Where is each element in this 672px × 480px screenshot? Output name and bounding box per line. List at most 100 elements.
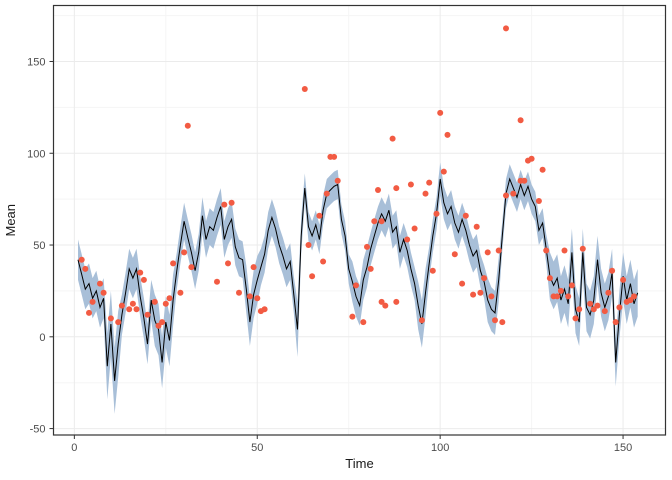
observation-point — [320, 258, 327, 265]
observation-point — [590, 306, 597, 313]
observation-point — [561, 247, 568, 254]
observation-point — [601, 308, 608, 315]
observation-point — [612, 319, 619, 326]
observation-point — [382, 302, 389, 309]
observation-point — [115, 319, 122, 326]
observation-point — [459, 280, 466, 287]
confidence-ribbon — [78, 162, 638, 414]
y-tick-label: -50 — [30, 424, 46, 436]
plot-panel-border — [52, 4, 667, 436]
observation-point — [334, 177, 341, 184]
observation-point — [250, 264, 257, 271]
observation-point — [309, 273, 316, 280]
x-axis-tick-marks — [73, 435, 624, 439]
observation-point — [576, 306, 583, 313]
observation-point — [331, 153, 338, 160]
observation-point — [433, 210, 440, 217]
observation-point — [378, 298, 385, 305]
observation-point — [393, 298, 400, 305]
observation-point — [543, 247, 550, 254]
observation-point — [546, 275, 553, 282]
observation-point — [393, 185, 400, 192]
observation-point — [261, 306, 268, 313]
observation-point — [246, 293, 253, 300]
observation-point — [517, 117, 524, 124]
observation-point — [477, 289, 484, 296]
observation-point — [133, 306, 140, 313]
observation-point — [418, 317, 425, 324]
observation-point — [444, 131, 451, 138]
observation-point — [470, 291, 477, 298]
x-tick-label: 150 — [614, 442, 632, 454]
observation-point — [404, 236, 411, 243]
observation-point — [627, 297, 634, 304]
observation-point — [78, 256, 85, 263]
observation-point — [510, 190, 517, 197]
observation-point — [579, 245, 586, 252]
observation-point — [151, 298, 158, 305]
observation-point — [97, 280, 103, 287]
observation-point — [214, 278, 220, 285]
x-tick-label: 0 — [71, 442, 77, 454]
observation-point — [521, 177, 528, 184]
observation-point — [437, 109, 444, 116]
observation-point — [568, 282, 575, 289]
mean-line — [77, 177, 639, 381]
x-tick-label: 50 — [251, 442, 263, 454]
observation-point — [100, 289, 107, 296]
observation-point — [305, 242, 312, 248]
y-tick-label: 150 — [27, 56, 45, 68]
observation-point — [254, 295, 261, 302]
observation-point — [177, 289, 184, 296]
observation-point — [605, 289, 612, 296]
observation-point — [620, 276, 627, 283]
observation-points — [78, 25, 637, 329]
observation-point — [236, 289, 242, 296]
observation-point — [492, 317, 498, 324]
observation-point — [118, 302, 125, 309]
observation-point — [426, 179, 433, 186]
y-tick-label: 100 — [27, 148, 45, 160]
observation-point — [554, 293, 561, 300]
observation-point — [129, 300, 136, 307]
observation-point — [535, 198, 542, 204]
observation-point — [188, 264, 195, 271]
y-tick-label: 0 — [39, 332, 45, 344]
x-axis-tick-labels: 0 50 100 150 — [71, 442, 632, 454]
observation-point — [572, 315, 579, 322]
observation-point — [594, 302, 601, 309]
observation-point — [159, 319, 166, 326]
observation-point — [503, 25, 509, 32]
observation-point — [539, 166, 546, 173]
observation-point — [407, 181, 414, 188]
observation-point — [137, 269, 144, 276]
observation-point — [371, 218, 378, 225]
y-axis-title: Mean — [3, 204, 18, 237]
observation-point — [375, 187, 381, 193]
observation-point — [587, 300, 594, 307]
observation-point — [481, 275, 488, 282]
observation-point — [503, 192, 509, 199]
observation-point — [429, 267, 436, 274]
observation-point — [228, 199, 235, 206]
plot-panel-background — [53, 5, 666, 435]
y-axis-tick-labels: -50 0 50 100 150 — [27, 56, 45, 435]
observation-point — [484, 249, 491, 256]
x-tick-label: 100 — [431, 442, 449, 454]
observation-point — [323, 190, 330, 197]
observation-point — [411, 225, 418, 232]
observation-point — [316, 212, 323, 219]
y-tick-label: 50 — [33, 240, 45, 252]
observation-point — [616, 304, 623, 311]
observation-point — [353, 282, 359, 289]
observation-point — [378, 218, 385, 225]
observation-point — [140, 276, 147, 283]
observation-point — [422, 190, 429, 197]
observation-point — [528, 155, 535, 162]
observation-point — [360, 319, 367, 326]
observation-point — [451, 251, 458, 258]
observation-point — [221, 201, 228, 208]
observation-point — [565, 293, 572, 300]
observation-point — [86, 309, 92, 316]
